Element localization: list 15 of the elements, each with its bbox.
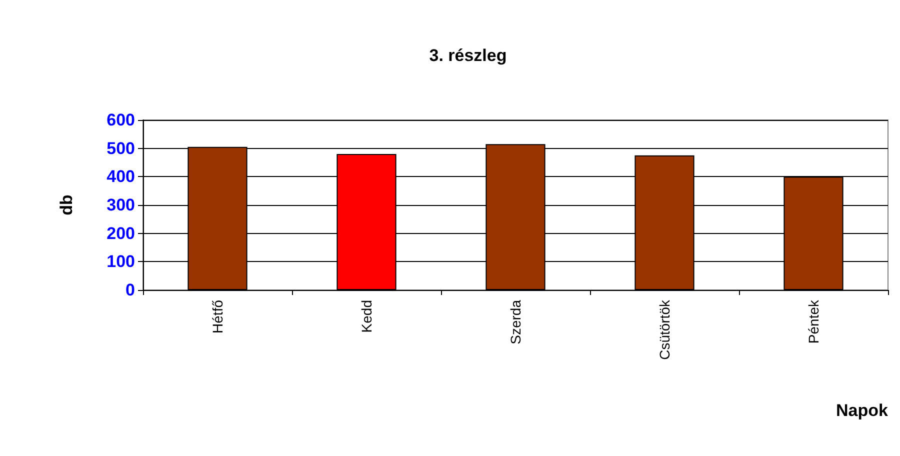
y-tick-label: 300 bbox=[106, 196, 135, 214]
y-tick-label: 0 bbox=[126, 280, 135, 300]
y-tick-label: 600 bbox=[106, 110, 135, 130]
chart-title: 3. részleg bbox=[429, 46, 507, 65]
y-axis-title: db bbox=[57, 194, 76, 216]
y-tick-label: 100 bbox=[106, 252, 135, 272]
x-tick-label: Csütörtök bbox=[656, 299, 672, 360]
x-tick-label: Szerda bbox=[508, 300, 524, 344]
x-tick-label: Péntek bbox=[806, 299, 822, 344]
y-tick-label: 200 bbox=[106, 224, 135, 243]
x-tick-label: Hétfő bbox=[210, 300, 226, 334]
x-axis-title: Napok bbox=[836, 401, 889, 420]
y-tick-label: 500 bbox=[106, 138, 135, 158]
y-tick-label: 400 bbox=[106, 167, 135, 186]
x-tick-label: Kedd bbox=[358, 300, 374, 333]
